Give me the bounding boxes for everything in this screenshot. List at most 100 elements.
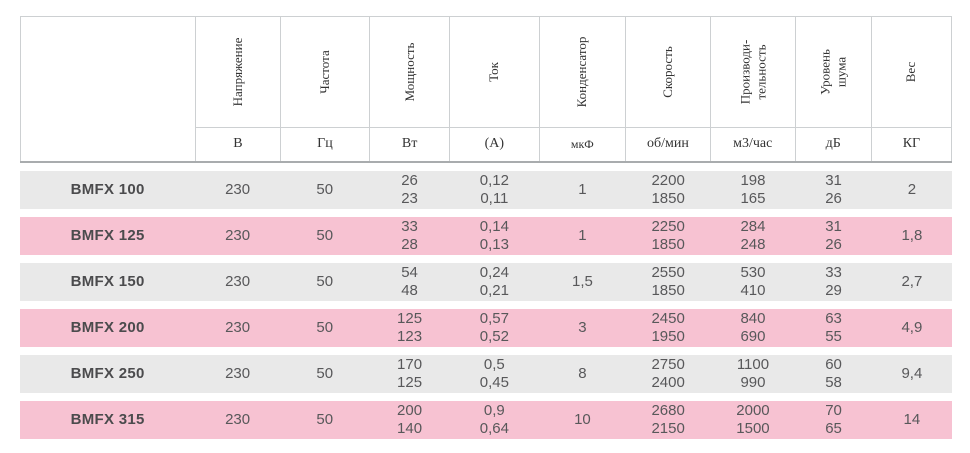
value-cell: 0,9 0,64 (449, 400, 540, 439)
column-header-noise-level: Уровень шума (794, 16, 872, 128)
value-cell: 3 (539, 308, 626, 347)
unit-frequency: Гц (279, 127, 371, 162)
unit-current: (А) (449, 127, 540, 162)
value-cell: 230 (195, 216, 281, 255)
column-header-voltage: Напряжение (195, 16, 281, 128)
value-cell: 170 125 (369, 354, 450, 393)
corner-cell (19, 16, 197, 162)
column-label: Мощность (401, 42, 417, 102)
value-cell: 0,14 0,13 (449, 216, 540, 255)
value-cell: 230 (195, 308, 281, 347)
column-label: Напряжение (230, 37, 246, 107)
value-cell: 8 (539, 354, 626, 393)
value-cell: 230 (195, 262, 281, 301)
value-cell: 50 (280, 170, 370, 209)
value-cell: 50 (280, 216, 370, 255)
column-label: Производи- тельность (737, 39, 768, 105)
column-label: Уровень шума (817, 49, 849, 95)
value-cell: 1,5 (539, 262, 626, 301)
unit-noise-level: дБ (794, 127, 872, 162)
model-cell: BMFX 250 (20, 354, 196, 393)
value-cell: 54 48 (369, 262, 450, 301)
column-header-current: Ток (449, 16, 540, 128)
model-cell: BMFX 125 (20, 216, 196, 255)
value-cell: 284 248 (710, 216, 796, 255)
value-cell: 33 28 (369, 216, 450, 255)
unit-power: Вт (369, 127, 451, 162)
table-row-bmfx-125: BMFX 125 230 50 33 28 0,14 0,13 1 2250 1… (20, 216, 952, 255)
table-row-bmfx-315: BMFX 315 230 50 200 140 0,9 0,64 10 2680… (20, 400, 952, 439)
value-cell: 200 140 (369, 400, 450, 439)
spec-table: Напряжение Частота Мощность Ток Конденса… (19, 16, 953, 447)
column-header-capacitor: Конденсатор (538, 16, 627, 128)
header-units-row: В Гц Вт (А) мкФ об/мин м3/час дБ КГ (21, 127, 953, 162)
column-header-speed: Скорость (625, 16, 711, 128)
value-cell: 1,8 (871, 216, 952, 255)
unit-capacity: м3/час (709, 127, 796, 162)
value-cell: 230 (195, 354, 281, 393)
value-cell: 2000 1500 (710, 400, 796, 439)
value-cell: 4,9 (871, 308, 952, 347)
table-row-bmfx-250: BMFX 250 230 50 170 125 0,5 0,45 8 2750 … (20, 354, 952, 393)
value-cell: 840 690 (710, 308, 796, 347)
unit-capacitor: мкФ (538, 127, 627, 162)
value-cell: 33 29 (795, 262, 872, 301)
value-cell: 50 (280, 354, 370, 393)
value-cell: 1 (539, 170, 626, 209)
value-cell: 2750 2400 (625, 354, 711, 393)
value-cell: 63 55 (795, 308, 872, 347)
value-cell: 0,12 0,11 (449, 170, 540, 209)
column-label: Вес (903, 61, 919, 83)
column-header-frequency: Частота (279, 16, 371, 128)
value-cell: 50 (280, 308, 370, 347)
value-cell: 2250 1850 (625, 216, 711, 255)
value-cell: 9,4 (871, 354, 952, 393)
table-row-bmfx-100: BMFX 100 230 50 26 23 0,12 0,11 1 2200 1… (20, 170, 952, 209)
value-cell: 31 26 (795, 216, 872, 255)
value-cell: 26 23 (369, 170, 450, 209)
column-label: Скорость (660, 46, 676, 98)
value-cell: 50 (280, 262, 370, 301)
model-cell: BMFX 200 (20, 308, 196, 347)
value-cell: 31 26 (795, 170, 872, 209)
column-label: Ток (486, 62, 502, 82)
model-cell: BMFX 315 (20, 400, 196, 439)
value-cell: 50 (280, 400, 370, 439)
header-labels-row: Напряжение Частота Мощность Ток Конденса… (19, 16, 953, 162)
unit-speed: об/мин (625, 127, 711, 162)
value-cell: 230 (195, 400, 281, 439)
value-cell: 0,57 0,52 (449, 308, 540, 347)
value-cell: 1100 990 (710, 354, 796, 393)
column-label: Конденсатор (574, 36, 590, 108)
value-cell: 60 58 (795, 354, 872, 393)
value-cell: 2450 1950 (625, 308, 711, 347)
value-cell: 10 (539, 400, 626, 439)
model-cell: BMFX 100 (20, 170, 196, 209)
table-row-bmfx-150: BMFX 150 230 50 54 48 0,24 0,21 1,5 2550… (20, 262, 952, 301)
unit-weight: КГ (870, 127, 953, 162)
table-row-bmfx-200: BMFX 200 230 50 125 123 0,57 0,52 3 2450… (20, 308, 952, 347)
spec-table-header: Напряжение Частота Мощность Ток Конденса… (19, 16, 953, 163)
value-cell: 0,24 0,21 (449, 262, 540, 301)
value-cell: 1 (539, 216, 626, 255)
value-cell: 125 123 (369, 308, 450, 347)
value-cell: 198 165 (710, 170, 796, 209)
value-cell: 2200 1850 (625, 170, 711, 209)
value-cell: 70 65 (795, 400, 872, 439)
value-cell: 230 (195, 170, 281, 209)
value-cell: 2550 1850 (625, 262, 711, 301)
column-label: Частота (317, 50, 333, 94)
spec-table-body: BMFX 100 230 50 26 23 0,12 0,11 1 2200 1… (20, 163, 952, 447)
column-header-weight: Вес (870, 16, 953, 128)
column-header-power: Мощность (369, 16, 451, 128)
value-cell: 2680 2150 (625, 400, 711, 439)
value-cell: 14 (871, 400, 952, 439)
value-cell: 530 410 (710, 262, 796, 301)
value-cell: 0,5 0,45 (449, 354, 540, 393)
model-cell: BMFX 150 (20, 262, 196, 301)
unit-voltage: В (195, 127, 281, 162)
value-cell: 2,7 (871, 262, 952, 301)
value-cell: 2 (871, 170, 952, 209)
column-header-capacity: Производи- тельность (709, 16, 796, 128)
